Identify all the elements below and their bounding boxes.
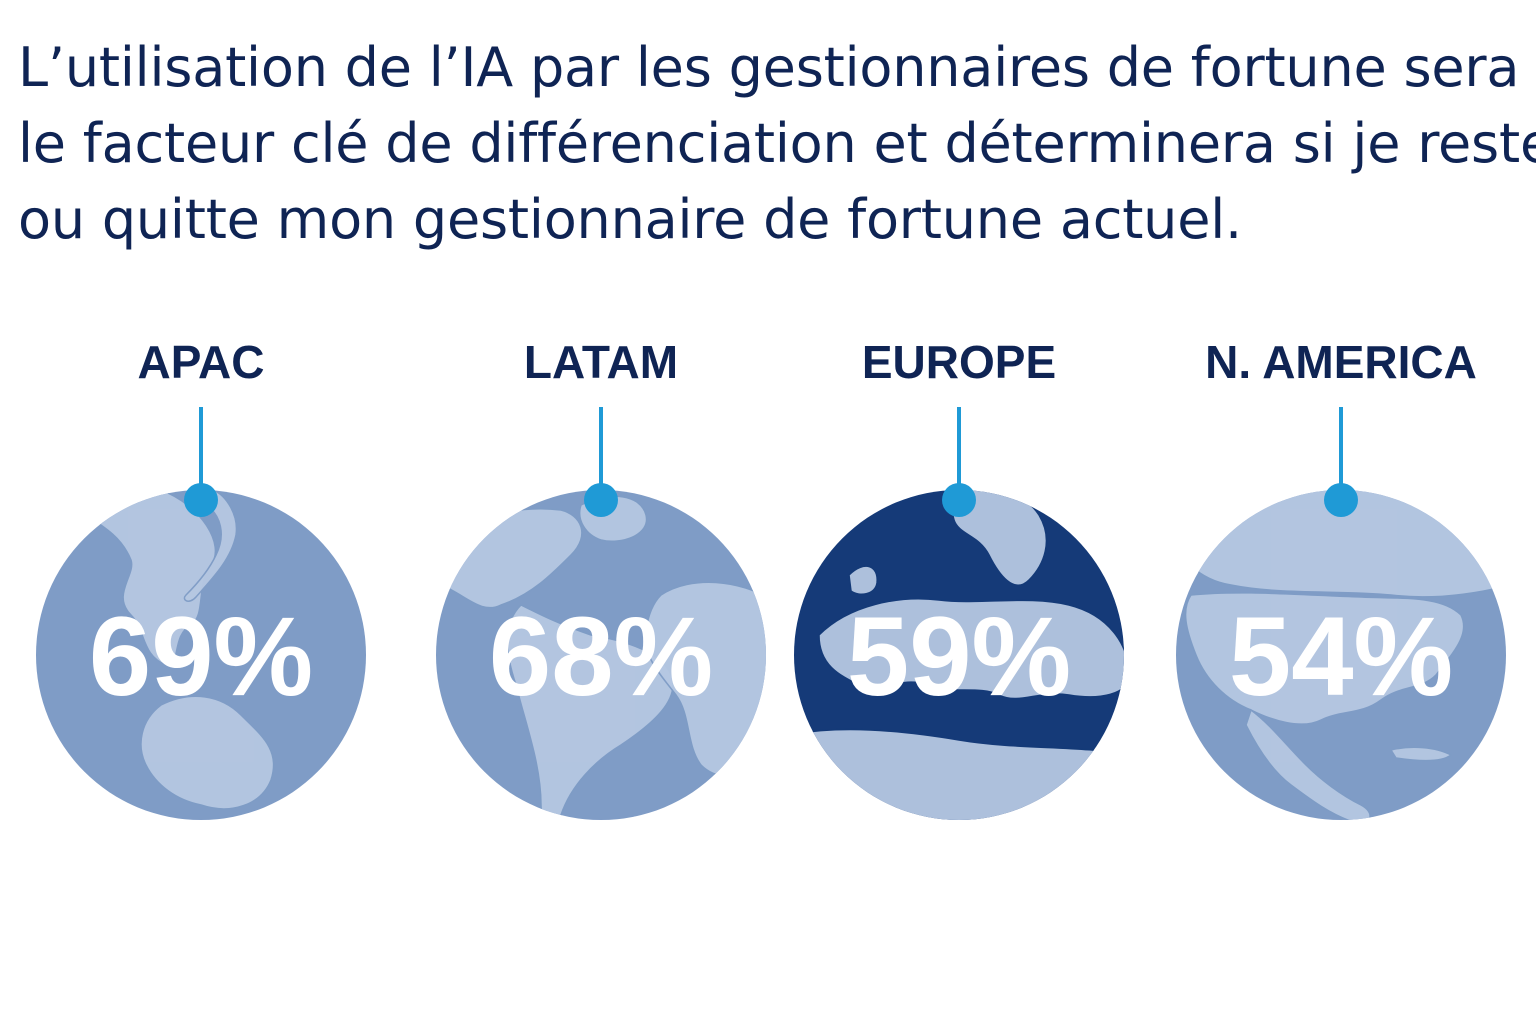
landmass-shape [295,800,317,820]
percentage-label: 59% [847,594,1071,719]
landmass-shape [140,695,275,810]
connector-dot [584,483,618,517]
landmass-shape [183,490,238,602]
globe-latin-america-icon [440,495,766,820]
region-label: LATAM [524,336,678,388]
region-group: APAC 69% [36,336,366,820]
headline-line-3: ou quitte mon gestionnaire de fortune ac… [18,188,1242,251]
landmass-shape [1389,746,1453,762]
region-group: EUROPE 59% [794,336,1124,820]
percentage-label: 69% [89,594,313,719]
connector-dot [184,483,218,517]
region-group: N. AMERICA 54% [1176,336,1506,820]
connector-dot [942,483,976,517]
headline-line-2: le facteur clé de différenciation et dét… [18,112,1536,175]
headline-line-1: L’utilisation de l’IA par les gestionnai… [18,36,1520,99]
headline: L’utilisation de l’IA par les gestionnai… [18,30,1536,258]
landmass-shape [1184,592,1465,725]
region-group: LATAM 68% [436,336,766,820]
landmass-shape [1176,490,1506,598]
landmass-shape [644,581,766,777]
landmass-shape [59,490,217,667]
region-label: APAC [138,336,265,388]
connector-dot [1324,483,1358,517]
landmass-shape [506,604,674,820]
landmass-shape [818,598,1124,700]
region-label: N. AMERICA [1205,336,1477,388]
landmass-shape [848,565,878,596]
globe-north-america-icon [1176,490,1506,820]
globe-asia-pacific-icon [59,490,317,820]
percentage-label: 54% [1229,594,1453,719]
globe-circle [36,490,366,820]
percentage-label: 68% [489,594,713,719]
region-label: EUROPE [862,336,1056,388]
